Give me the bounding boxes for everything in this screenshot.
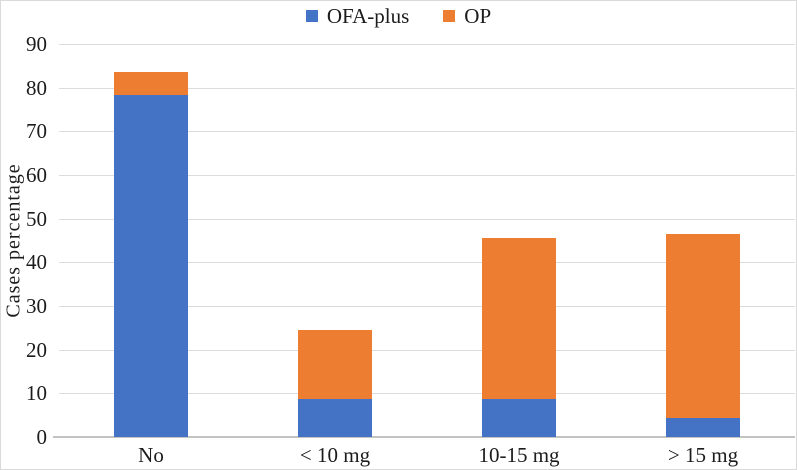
x-axis-line — [53, 436, 795, 438]
bar-segment-op — [482, 238, 556, 400]
y-tick-label: 90 — [26, 32, 47, 56]
gridline — [59, 393, 795, 395]
legend-item-ofa-plus: OFA-plus — [305, 4, 410, 28]
bar-segment-ofa-plus — [666, 418, 740, 437]
y-tick-label: 20 — [26, 337, 47, 362]
legend-label: OP — [464, 4, 492, 28]
y-tick-label: 70 — [26, 119, 47, 144]
y-tick-label: 60 — [26, 163, 47, 187]
gridline — [59, 44, 795, 45]
plot-area — [59, 44, 795, 437]
bar-segment-op — [114, 71, 188, 96]
gridline — [59, 175, 795, 176]
bar-segment-ofa-plus — [114, 95, 188, 437]
y-tick-label: 30 — [26, 294, 47, 318]
y-tick-label: 80 — [26, 75, 47, 100]
legend-swatch-icon — [305, 10, 318, 22]
y-axis-title: Cases percentage — [1, 44, 27, 437]
x-axis-category-label: < 10 mg — [299, 443, 371, 467]
y-tick-label: 0 — [36, 425, 48, 449]
gridline — [59, 349, 795, 351]
bar-segment-op — [666, 234, 740, 419]
y-tick-label: 40 — [26, 250, 47, 275]
bar-segment-ofa-plus — [482, 399, 556, 437]
gridline — [59, 131, 795, 133]
legend-swatch-icon — [443, 10, 456, 22]
legend-item-op: OP — [443, 4, 491, 28]
x-axis-category-label: 10-15 mg — [478, 443, 560, 467]
gridline — [59, 87, 795, 89]
y-tick-label: 10 — [26, 381, 47, 406]
bar-segment-op — [298, 330, 372, 400]
gridline — [59, 218, 795, 220]
y-tick-label: 50 — [26, 206, 47, 231]
x-axis-category-label: No — [138, 443, 164, 467]
legend-label: OFA-plus — [326, 4, 410, 28]
bar-segment-ofa-plus — [298, 399, 372, 437]
x-axis-category-label: > 15 mg — [667, 443, 739, 467]
gridline — [59, 306, 795, 307]
chart-legend: OFA-plus OP — [1, 4, 796, 28]
gridline — [59, 262, 795, 264]
